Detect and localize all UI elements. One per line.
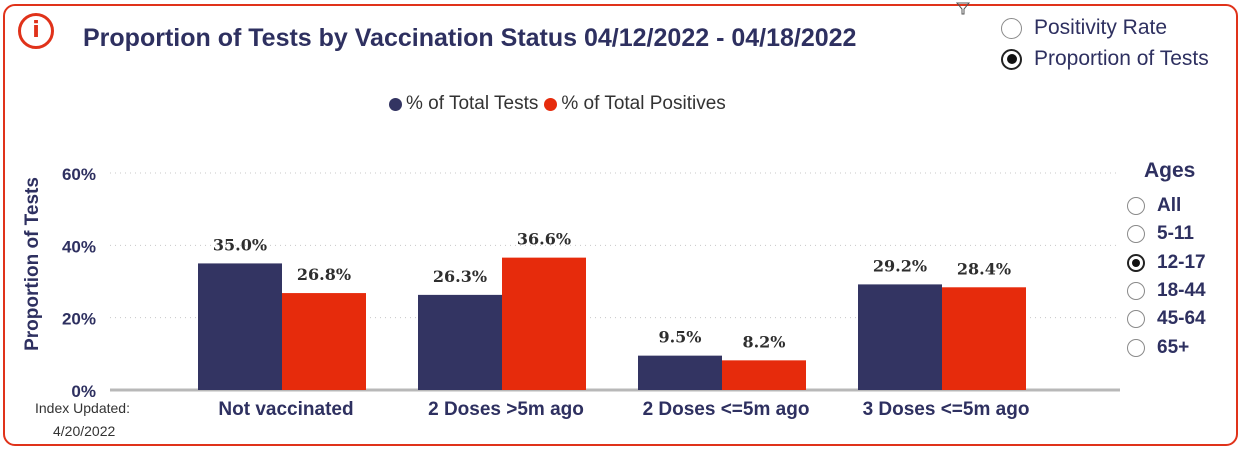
y-tick-label: 0% — [71, 382, 96, 401]
radio-circle[interactable] — [1127, 310, 1145, 328]
x-axis-ticks: Not vaccinated 2 Doses >5m ago 2 Doses <=5… — [218, 399, 1029, 420]
bar-positives[interactable] — [942, 287, 1026, 390]
x-tick-label: 2 Doses <=5m ago — [643, 399, 810, 420]
bar-tests[interactable] — [858, 284, 942, 390]
age-option-all[interactable]: All — [1127, 195, 1181, 217]
age-label: 65+ — [1157, 337, 1190, 358]
radio-circle-selected[interactable] — [1001, 48, 1022, 70]
bar-tests[interactable] — [638, 355, 722, 390]
info-icon[interactable]: i — [18, 13, 54, 49]
age-option-45-64[interactable]: 45-64 — [1127, 308, 1206, 330]
radio-circle[interactable] — [1127, 225, 1145, 243]
chart-title: Proportion of Tests by Vaccination Statu… — [83, 24, 857, 52]
legend-item-tests[interactable]: % of Total Tests — [389, 93, 538, 115]
data-label: 29.2% — [873, 256, 927, 275]
legend-swatch-positives — [544, 97, 558, 111]
ages-slicer-title: Ages — [1144, 159, 1196, 182]
data-labels: 35.0% 26.8% 26.3% 36.6% 9.5% 8.2% 29.2% 28.4% — [213, 230, 1011, 352]
x-tick-label: 3 Doses <=5m ago — [863, 399, 1030, 420]
radio-circle[interactable] — [1127, 197, 1145, 215]
data-label: 28.4% — [957, 259, 1011, 278]
y-axis-title: Proportion of Tests — [22, 177, 43, 351]
age-label: 12-17 — [1157, 252, 1206, 273]
data-label: 35.0% — [213, 235, 267, 254]
bar-positives[interactable] — [502, 257, 586, 390]
age-option-5-11[interactable]: 5-11 — [1127, 223, 1194, 245]
filter-icon[interactable] — [956, 2, 970, 16]
radio-positivity-rate[interactable]: Positivity Rate — [1001, 16, 1167, 40]
y-tick-label: 20% — [62, 310, 96, 329]
radio-label: Positivity Rate — [1034, 16, 1168, 39]
bar-positives[interactable] — [722, 360, 806, 390]
legend-swatch-tests — [389, 97, 402, 111]
age-label: All — [1157, 195, 1182, 216]
index-updated-date: 4/20/2022 — [53, 423, 116, 439]
age-label: 18-44 — [1157, 280, 1206, 301]
radio-circle[interactable] — [1127, 339, 1145, 357]
radio-circle-selected[interactable] — [1127, 254, 1145, 272]
visual-frame — [3, 4, 1238, 446]
radio-proportion-of-tests[interactable]: Proportion of Tests — [1001, 47, 1209, 71]
legend-item-positives[interactable]: % of Total Positives — [544, 93, 726, 115]
x-tick-label: 2 Doses >5m ago — [428, 399, 584, 420]
bars — [198, 257, 1026, 390]
age-option-65-plus[interactable]: 65+ — [1127, 337, 1189, 359]
x-tick-label: Not vaccinated — [218, 399, 353, 420]
age-option-18-44[interactable]: 18-44 — [1127, 280, 1206, 302]
radio-label: Proportion of Tests — [1034, 47, 1209, 70]
data-label: 26.8% — [297, 265, 351, 284]
legend-label: % of Total Positives — [561, 93, 726, 114]
y-tick-label: 40% — [62, 237, 96, 256]
age-label: 45-64 — [1157, 308, 1206, 329]
age-option-12-17[interactable]: 12-17 — [1127, 252, 1206, 274]
radio-circle[interactable] — [1001, 17, 1022, 39]
chart-legend: % of Total Tests % of Total Positives — [389, 93, 732, 115]
y-tick-label: 60% — [62, 165, 96, 184]
legend-label: % of Total Tests — [406, 93, 539, 114]
bar-tests[interactable] — [198, 263, 282, 390]
data-label: 9.5% — [658, 328, 701, 347]
bar-positives[interactable] — [282, 293, 366, 390]
bar-tests[interactable] — [418, 294, 502, 390]
data-label: 26.3% — [433, 267, 487, 286]
radio-circle[interactable] — [1127, 282, 1145, 300]
y-axis-ticks: 0% 20% 40% 60% — [62, 165, 96, 401]
data-label: 8.2% — [742, 332, 785, 351]
age-label: 5-11 — [1157, 223, 1194, 244]
index-updated-label: Index Updated: — [35, 400, 130, 416]
data-label: 36.6% — [517, 230, 571, 249]
